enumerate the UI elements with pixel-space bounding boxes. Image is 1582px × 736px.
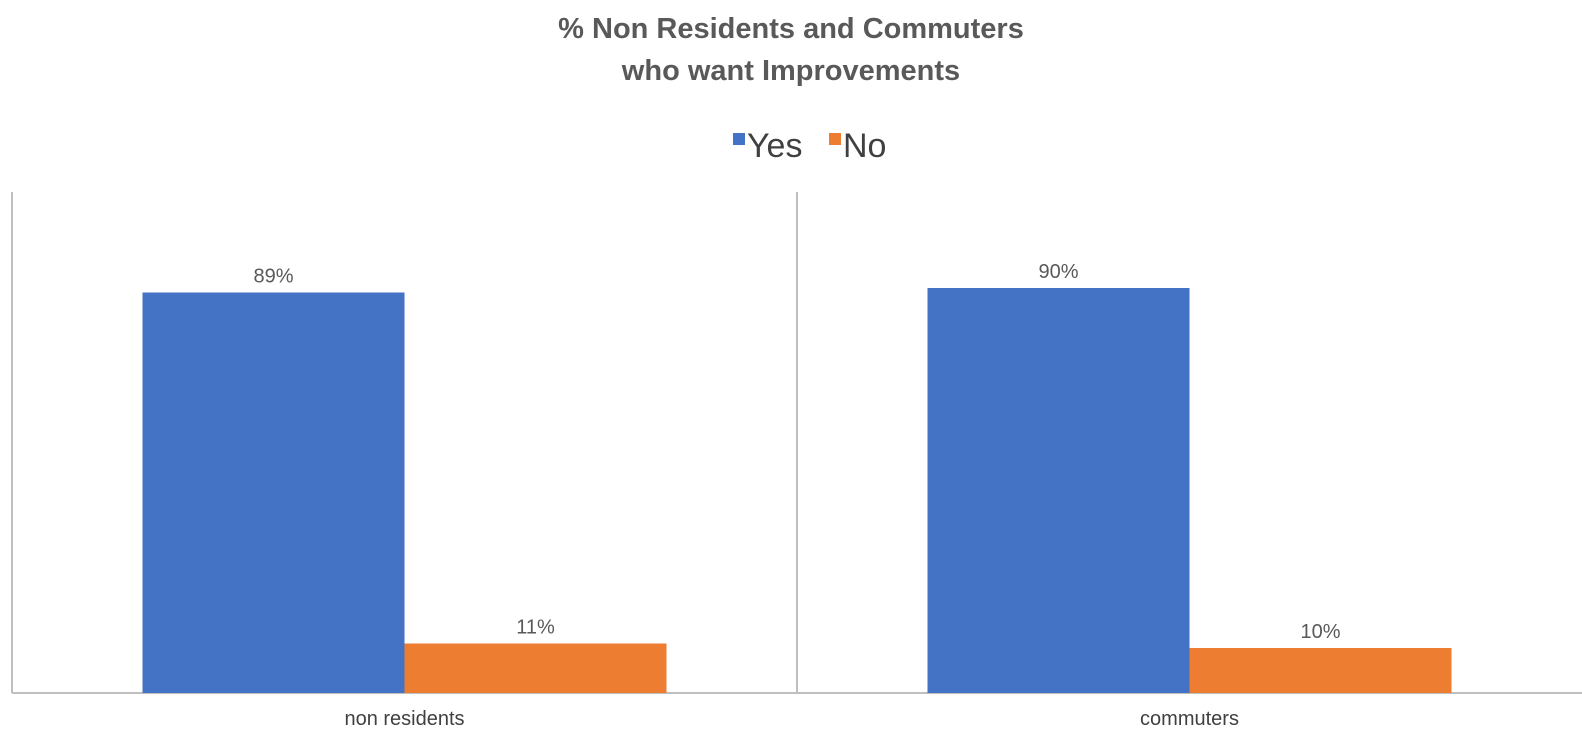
x-tick-label: commuters	[1140, 708, 1239, 730]
legend-swatch-yes	[733, 133, 745, 145]
bar-no-commuters	[1189, 648, 1452, 693]
chart-title: % Non Residents and Commuters who want I…	[0, 8, 1582, 92]
x-axis-ticks: non residents commuters	[344, 708, 1238, 730]
chart-title-line-1: % Non Residents and Commuters	[558, 13, 1024, 45]
bar-yes-commuters	[927, 288, 1190, 693]
legend-label-yes: Yes	[747, 127, 802, 165]
data-labels: 89% 11% 90% 10%	[253, 261, 1340, 643]
bars	[142, 288, 1452, 693]
legend-swatch-no	[829, 133, 841, 145]
data-label-no-commuters: 10%	[1300, 621, 1340, 643]
legend: Yes No	[733, 127, 886, 165]
x-tick-label: non residents	[344, 708, 464, 730]
data-label-no-non-residents: 11%	[516, 617, 555, 639]
chart-title-line-2: who want Improvements	[621, 55, 961, 87]
legend-label-no: No	[843, 127, 886, 165]
bar-yes-non-residents	[142, 292, 405, 693]
bar-no-non-residents	[404, 643, 667, 693]
data-label-yes-non-residents: 89%	[253, 266, 293, 288]
data-label-yes-commuters: 90%	[1038, 261, 1078, 283]
